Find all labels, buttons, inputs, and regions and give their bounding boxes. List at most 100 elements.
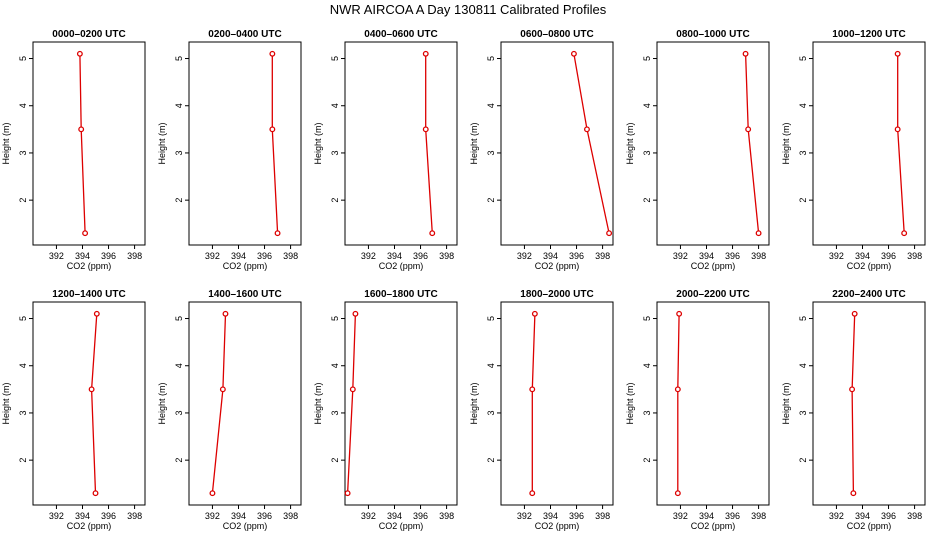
x-axis-label: CO2 (ppm) (691, 521, 736, 531)
data-point (269, 126, 276, 133)
page-title: NWR AIRCOA A Day 130811 Calibrated Profi… (329, 2, 607, 17)
y-tick-label: 3 (798, 150, 808, 155)
x-axis-label: CO2 (ppm) (223, 261, 268, 271)
x-tick-label: 396 (413, 511, 428, 521)
y-tick-label: 4 (174, 103, 184, 108)
x-tick-label: 394 (855, 511, 870, 521)
y-tick-label: 4 (18, 103, 28, 108)
y-tick-label: 4 (330, 363, 340, 368)
plot-frame (188, 41, 302, 246)
series-line (79, 53, 86, 234)
y-tick-label: 2 (330, 458, 340, 463)
data-point (676, 310, 683, 317)
y-tick-label: 2 (174, 458, 184, 463)
panel-title: 0600–0800 UTC (520, 29, 593, 40)
data-point (76, 50, 83, 57)
panel-title: 1400–1600 UTC (208, 289, 281, 300)
x-tick-label: 394 (75, 511, 90, 521)
y-tick-label: 3 (18, 150, 28, 155)
x-tick-label: 398 (595, 511, 610, 521)
y-tick-label: 4 (798, 363, 808, 368)
data-point (349, 386, 356, 393)
data-point (584, 126, 590, 133)
x-tick-label: 398 (127, 251, 142, 261)
data-point (894, 50, 901, 57)
x-tick-label: 398 (439, 251, 454, 261)
y-tick-label: 3 (798, 410, 808, 415)
x-tick-label: 398 (127, 511, 142, 521)
series-line (346, 313, 357, 494)
x-axis-label: CO2 (ppm) (379, 261, 424, 271)
x-tick-label: 392 (205, 251, 220, 261)
x-tick-label: 398 (907, 251, 922, 261)
data-point (531, 310, 538, 317)
y-tick-label: 3 (174, 410, 184, 415)
series-line (897, 53, 905, 234)
x-axis-label: CO2 (ppm) (691, 261, 736, 271)
panel-title: 1600–1800 UTC (364, 289, 437, 300)
y-tick-label: 4 (642, 363, 652, 368)
data-point (209, 490, 216, 497)
data-point (344, 490, 351, 497)
y-tick-label: 3 (486, 410, 496, 415)
data-point (742, 50, 749, 57)
x-axis-label: CO2 (ppm) (379, 521, 424, 531)
y-tick-label: 5 (174, 316, 184, 321)
y-tick-label: 5 (486, 316, 496, 321)
y-tick-label: 2 (798, 458, 808, 463)
y-axis-label: Height (m) (313, 382, 323, 424)
y-tick-label: 3 (330, 410, 340, 415)
y-axis-label: Height (m) (1, 382, 11, 424)
data-point (606, 230, 613, 237)
plot-frame (500, 41, 614, 246)
x-tick-label: 396 (725, 251, 740, 261)
x-tick-label: 392 (49, 511, 64, 521)
x-tick-label: 398 (751, 511, 766, 521)
x-tick-label: 396 (257, 511, 272, 521)
x-tick-label: 392 (829, 511, 844, 521)
y-tick-label: 4 (174, 363, 184, 368)
x-tick-label: 396 (569, 251, 584, 261)
data-point (92, 490, 99, 497)
x-tick-label: 394 (231, 251, 246, 261)
y-tick-label: 4 (330, 103, 340, 108)
x-tick-label: 394 (699, 251, 714, 261)
x-tick-label: 394 (699, 511, 714, 521)
x-tick-label: 392 (673, 511, 688, 521)
y-tick-label: 2 (642, 198, 652, 203)
series-line (531, 313, 536, 494)
x-tick-label: 394 (855, 251, 870, 261)
x-tick-label: 396 (101, 511, 116, 521)
y-tick-label: 2 (486, 458, 496, 463)
panel-title: 2000–2200 UTC (676, 289, 749, 300)
x-tick-label: 398 (595, 251, 610, 261)
x-tick-label: 392 (517, 511, 532, 521)
x-tick-label: 394 (75, 251, 90, 261)
data-point (570, 50, 577, 57)
series-line (851, 313, 856, 494)
y-tick-label: 2 (798, 198, 808, 203)
x-tick-label: 394 (231, 511, 246, 521)
x-tick-label: 398 (907, 511, 922, 521)
panel-title: 0200–0400 UTC (208, 29, 281, 40)
y-axis-label: Height (m) (781, 122, 791, 164)
panel-title: 1000–1200 UTC (832, 29, 905, 40)
x-tick-label: 396 (257, 251, 272, 261)
data-point (529, 490, 536, 497)
y-tick-label: 3 (18, 410, 28, 415)
y-tick-label: 5 (642, 316, 652, 321)
x-tick-label: 394 (387, 511, 402, 521)
x-tick-label: 398 (283, 511, 298, 521)
y-tick-label: 5 (330, 316, 340, 321)
y-axis-label: Height (m) (157, 122, 167, 164)
plot-frame (344, 41, 458, 246)
x-tick-label: 392 (205, 511, 220, 521)
y-axis-label: Height (m) (313, 122, 323, 164)
y-tick-label: 2 (642, 458, 652, 463)
data-point (222, 310, 229, 317)
plot-frame (812, 41, 926, 246)
data-point (851, 310, 858, 317)
x-tick-label: 394 (387, 251, 402, 261)
y-tick-label: 2 (486, 198, 496, 203)
data-point (274, 230, 281, 237)
